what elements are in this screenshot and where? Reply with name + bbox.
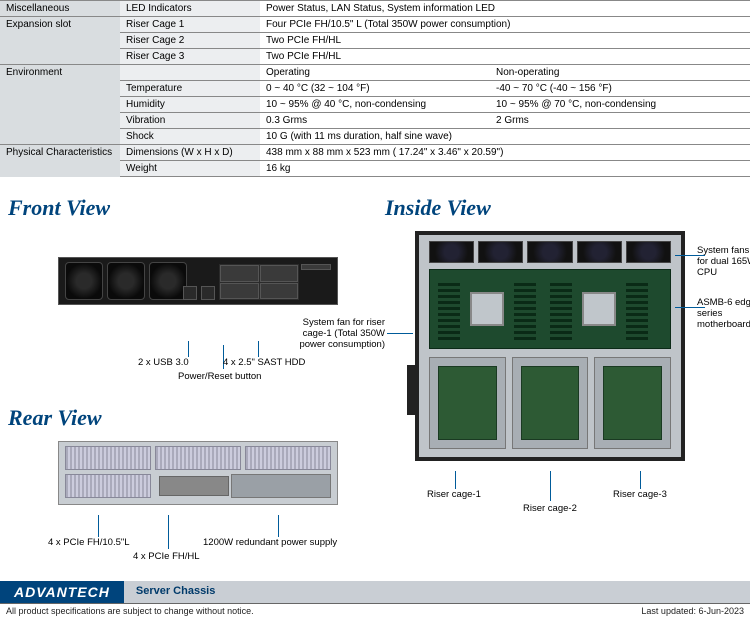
dimm-slots-icon: [626, 280, 648, 340]
val-shock: 10 G (with 11 ms duration, half sine wav…: [260, 129, 750, 145]
front-fan-icon: [149, 262, 187, 300]
header-operating: Operating: [260, 65, 490, 81]
val-weight: 16 kg: [260, 161, 750, 177]
val-riser3: Two PCIe FH/HL: [260, 49, 750, 65]
spec-table: Miscellaneous LED Indicators Power Statu…: [0, 0, 750, 177]
val-hum-nonop: 10 ~ 95% @ 70 °C, non-condensing: [490, 97, 750, 113]
callout-r1: Riser cage-1: [427, 489, 481, 500]
heading-front-view: Front View: [8, 195, 365, 221]
label-temp: Temperature: [120, 81, 260, 97]
rear-view-diagram: 4 x PCIe FH/10.5"L 1200W redundant power…: [8, 441, 365, 571]
footer-bar: ADVANTECH Server Chassis: [0, 581, 750, 603]
header-nonoperating: Non-operating: [490, 65, 750, 81]
callout-r3: Riser cage-3: [613, 489, 667, 500]
callout-mb: ASMB-6 edge series motherboard: [697, 297, 750, 330]
label-riser3: Riser Cage 3: [120, 49, 260, 65]
dimm-slots-icon: [514, 280, 536, 340]
cpu-socket-icon: [470, 292, 504, 326]
footer-updated: Last updated: 6-Jun-2023: [641, 606, 744, 616]
callout-pwr: Power/Reset button: [178, 371, 261, 382]
rear-slot: [65, 474, 151, 498]
rear-slot: [155, 446, 241, 470]
callout-riserfan: System fan for riser cage-1 (Total 350W …: [295, 317, 385, 350]
rear-psu: [231, 474, 331, 498]
footer-line: All product specifications are subject t…: [0, 603, 750, 618]
front-chassis: [58, 257, 338, 305]
label-hum: Humidity: [120, 97, 260, 113]
rear-io-panel: [159, 476, 229, 496]
riser-cage-2: [512, 357, 589, 449]
val-vib-nonop: 2 Grms: [490, 113, 750, 129]
views-right-column: Inside View S: [385, 187, 742, 571]
footer-disclaimer: All product specifications are subject t…: [6, 606, 254, 616]
val-riser1: Four PCIe FH/10.5" L (Total 350W power c…: [260, 17, 750, 33]
front-usb-ports: [183, 286, 197, 300]
riser-cage-1: [429, 357, 506, 449]
front-odd-bay: [301, 264, 331, 270]
cat-misc: Miscellaneous: [0, 1, 120, 17]
val-temp-op: 0 ~ 40 °C (32 ~ 104 °F): [260, 81, 490, 97]
cat-phys: Physical Characteristics: [0, 145, 120, 177]
label-riser2: Riser Cage 2: [120, 33, 260, 49]
label-shock: Shock: [120, 129, 260, 145]
label-weight: Weight: [120, 161, 260, 177]
callout-usb: 2 x USB 3.0: [138, 357, 189, 368]
dimm-slots-icon: [550, 280, 572, 340]
dimm-slots-icon: [438, 280, 460, 340]
callout-psu: 1200W redundant power supply: [203, 537, 337, 548]
views-container: Front View Ultra slim ODD LED indicators…: [0, 177, 750, 571]
val-hum-op: 10 ~ 95% @ 40 °C, non-condensing: [260, 97, 490, 113]
front-drive-bays: [219, 264, 299, 300]
heading-inside-view: Inside View: [385, 195, 742, 221]
callout-hdd: 4 x 2.5" SAST HDD: [223, 357, 305, 368]
footer-category: Server Chassis: [124, 581, 750, 603]
inside-view-diagram: System fans for dual 165W CPU ASMB-6 edg…: [385, 231, 742, 531]
callout-sysfan: System fans for dual 165W CPU: [697, 245, 750, 278]
rear-slot: [245, 446, 331, 470]
riser-cage-3: [594, 357, 671, 449]
rear-slot: [65, 446, 151, 470]
cat-env: Environment: [0, 65, 120, 145]
callout-pcie-fh: 4 x PCIe FH/10.5"L: [48, 537, 130, 548]
val-temp-nonop: -40 ~ 70 °C (-40 ~ 156 °F): [490, 81, 750, 97]
callout-pcie-hl: 4 x PCIe FH/HL: [133, 551, 200, 562]
val-vib-op: 0.3 Grms: [260, 113, 490, 129]
page-footer: ADVANTECH Server Chassis All product spe…: [0, 581, 750, 618]
label-riser1: Riser Cage 1: [120, 17, 260, 33]
callout-r2: Riser cage-2: [523, 503, 577, 514]
views-left-column: Front View Ultra slim ODD LED indicators…: [8, 187, 365, 571]
cpu-socket-icon: [582, 292, 616, 326]
footer-brand: ADVANTECH: [0, 581, 124, 603]
cat-expansion: Expansion slot: [0, 17, 120, 65]
inside-riser-row: [429, 357, 671, 449]
val-led: Power Status, LAN Status, System informa…: [260, 1, 750, 17]
heading-rear-view: Rear View: [8, 405, 365, 431]
rear-chassis: [58, 441, 338, 505]
front-led-panel: [201, 286, 215, 300]
inside-fan-row: [429, 241, 671, 263]
inside-chassis: [415, 231, 685, 461]
front-fan-icon: [65, 262, 103, 300]
label-led: LED Indicators: [120, 1, 260, 17]
label-vib: Vibration: [120, 113, 260, 129]
inside-side-fan: [407, 365, 417, 415]
label-dim: Dimensions (W x H x D): [120, 145, 260, 161]
inside-motherboard: [429, 269, 671, 349]
val-dim: 438 mm x 88 mm x 523 mm ( 17.24" x 3.46"…: [260, 145, 750, 161]
label-empty: [120, 65, 260, 81]
val-riser2: Two PCIe FH/HL: [260, 33, 750, 49]
front-fan-icon: [107, 262, 145, 300]
